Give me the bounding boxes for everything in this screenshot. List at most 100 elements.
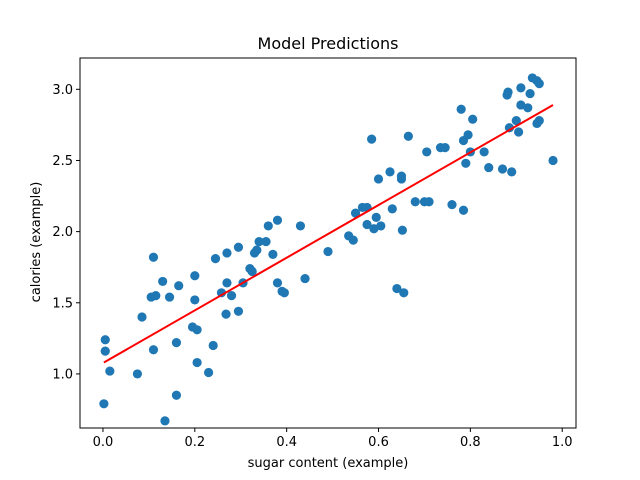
data-point xyxy=(513,127,524,137)
data-point xyxy=(137,312,147,322)
data-point xyxy=(440,143,450,153)
plot-area xyxy=(99,73,558,426)
data-point xyxy=(447,199,457,210)
data-point xyxy=(100,335,110,345)
y-tick-label: 1.5 xyxy=(52,296,73,311)
data-point xyxy=(371,212,381,222)
data-point xyxy=(504,123,515,133)
data-point xyxy=(424,197,434,207)
data-point xyxy=(192,357,202,368)
data-point xyxy=(300,273,310,284)
data-point xyxy=(376,221,386,231)
data-point xyxy=(171,390,182,400)
data-point xyxy=(516,83,526,93)
data-point xyxy=(497,164,508,174)
plot-frame xyxy=(79,57,577,429)
x-tick-label: 1.0 xyxy=(552,435,573,450)
data-point xyxy=(164,292,175,302)
data-point xyxy=(468,114,478,124)
data-point xyxy=(221,309,231,319)
data-point xyxy=(192,325,202,335)
data-point xyxy=(369,224,379,234)
data-point xyxy=(203,367,214,378)
fit-line xyxy=(103,104,554,364)
y-axis-ticks: 1.0 1.5 2.0 2.5 3.0 xyxy=(52,83,80,382)
data-point xyxy=(222,248,232,258)
data-point xyxy=(272,278,283,288)
x-tick-label: 0.8 xyxy=(460,435,481,450)
data-point xyxy=(548,155,558,166)
data-point xyxy=(362,219,372,230)
data-point xyxy=(523,103,533,113)
data-point xyxy=(160,416,170,426)
data-point xyxy=(396,171,407,181)
data-point xyxy=(295,221,306,231)
data-point xyxy=(534,116,544,126)
data-point xyxy=(323,246,333,257)
data-point xyxy=(190,271,200,281)
data-point xyxy=(263,221,273,231)
data-point xyxy=(392,283,402,294)
data-point xyxy=(132,369,143,379)
data-point xyxy=(148,252,159,262)
data-point xyxy=(226,291,237,301)
y-axis-label: calories (example) xyxy=(29,182,44,303)
data-point xyxy=(254,236,264,247)
data-point xyxy=(148,345,159,355)
data-point xyxy=(387,204,397,214)
data-point xyxy=(399,288,409,298)
data-point xyxy=(158,276,168,287)
data-point xyxy=(479,147,489,157)
data-point xyxy=(350,208,361,218)
data-point xyxy=(511,116,521,126)
data-point xyxy=(503,87,513,97)
data-point xyxy=(348,235,358,245)
data-point xyxy=(516,100,526,110)
y-tick-label: 2.5 xyxy=(52,154,73,169)
data-point xyxy=(268,249,278,259)
data-point xyxy=(105,366,115,376)
chart-title: Model Predictions xyxy=(258,34,399,53)
data-point xyxy=(461,158,471,168)
data-point xyxy=(216,288,227,298)
data-point xyxy=(190,295,200,305)
x-tick-label: 0.2 xyxy=(184,435,205,450)
x-axis-ticks: 0.0 0.2 0.4 0.6 0.8 1.0 xyxy=(93,428,573,450)
data-point xyxy=(385,167,395,177)
data-point xyxy=(171,338,182,348)
data-point xyxy=(261,236,271,247)
data-point xyxy=(233,306,244,316)
data-point xyxy=(100,346,110,356)
x-tick-label: 0.4 xyxy=(276,435,297,450)
data-point xyxy=(525,88,535,99)
data-point xyxy=(208,340,218,351)
data-point xyxy=(458,205,469,215)
x-axis-label: sugar content (example) xyxy=(248,456,409,471)
data-point xyxy=(373,174,384,184)
data-point xyxy=(507,167,517,177)
data-point xyxy=(534,79,544,89)
data-point xyxy=(456,104,466,114)
data-point xyxy=(422,147,432,157)
data-point xyxy=(410,197,420,207)
y-tick-label: 1.0 xyxy=(52,367,73,382)
y-tick-label: 2.0 xyxy=(52,225,73,240)
data-point xyxy=(174,281,184,291)
x-tick-label: 0.0 xyxy=(93,435,114,450)
data-point xyxy=(463,130,473,140)
data-point xyxy=(397,225,407,235)
data-point xyxy=(252,245,262,255)
data-point xyxy=(367,134,377,144)
data-point xyxy=(210,254,221,264)
data-point xyxy=(247,266,257,277)
data-point xyxy=(279,288,289,298)
data-point xyxy=(222,278,232,288)
data-point xyxy=(233,242,244,252)
data-point xyxy=(484,162,494,173)
x-tick-label: 0.6 xyxy=(368,435,389,450)
data-point xyxy=(272,215,283,225)
data-point xyxy=(403,131,413,141)
y-tick-label: 3.0 xyxy=(52,83,73,98)
